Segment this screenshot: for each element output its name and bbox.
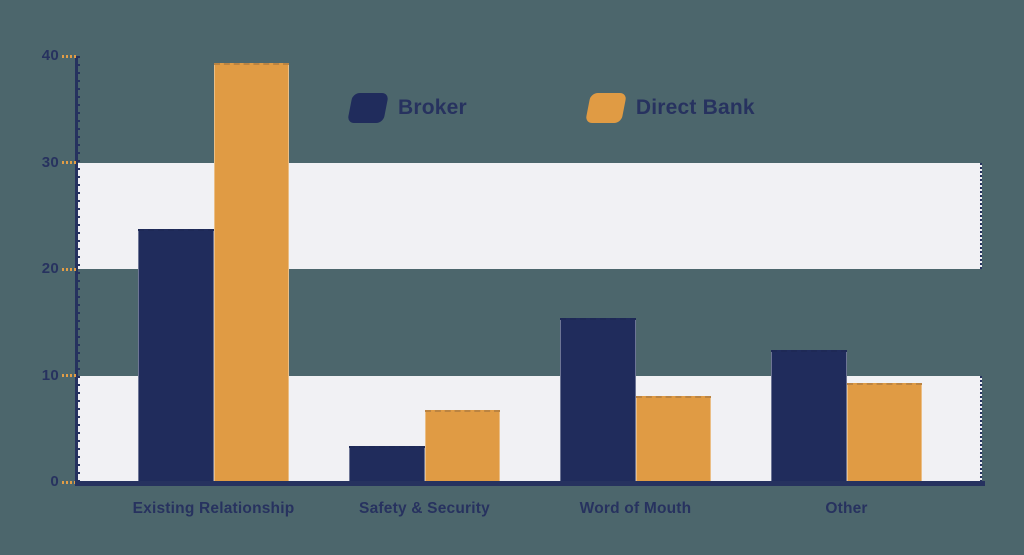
y-tick-label-20: 20 bbox=[41, 260, 59, 277]
y-tick-label-0: 0 bbox=[50, 473, 59, 490]
bar-broker-other bbox=[771, 349, 847, 482]
legend-label-direct-bank: Direct Bank bbox=[635, 96, 755, 119]
y-axis-line bbox=[75, 56, 78, 482]
x-category-label-safety-security: Safety & Security bbox=[359, 500, 490, 517]
x-category-label-word-of-mouth: Word of Mouth bbox=[579, 500, 692, 517]
y-tick-label-10: 10 bbox=[41, 366, 59, 384]
bar-broker-existing-relationship bbox=[138, 228, 214, 482]
y-tick-mark-0 bbox=[62, 480, 76, 484]
x-category-label-other: Other bbox=[825, 500, 868, 517]
direct-bank-legend-swatch bbox=[584, 93, 627, 123]
bar-direct-bank-other bbox=[846, 382, 922, 482]
legend: Broker Direct Bank bbox=[347, 92, 755, 124]
bar-direct-bank-safety-security bbox=[424, 409, 500, 482]
broker-legend-swatch bbox=[347, 93, 389, 123]
legend-label-broker: Broker bbox=[398, 96, 467, 119]
y-axis-dotted-edge bbox=[78, 56, 80, 482]
y-tick-mark-20 bbox=[62, 267, 76, 271]
bar-direct-bank-word-of-mouth bbox=[635, 395, 711, 482]
bar-broker-safety-security bbox=[349, 445, 425, 482]
y-tick-label-30: 30 bbox=[41, 153, 59, 171]
y-tick-mark-10 bbox=[62, 374, 76, 377]
bar-broker-word-of-mouth bbox=[560, 317, 636, 482]
legend-item-broker: Broker bbox=[347, 92, 467, 124]
y-tick-mark-30 bbox=[62, 161, 76, 164]
x-axis-line bbox=[75, 481, 985, 486]
x-category-label-existing-relationship: Existing Relationship bbox=[132, 500, 295, 517]
bar-direct-bank-existing-relationship bbox=[213, 63, 289, 482]
y-tick-label-40: 40 bbox=[41, 47, 59, 64]
y-tick-mark-40 bbox=[62, 54, 76, 58]
legend-item-direct-bank: Direct Bank bbox=[584, 92, 755, 124]
